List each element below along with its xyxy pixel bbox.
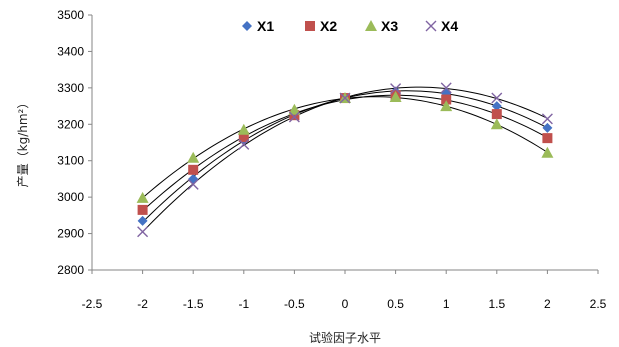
data-point-x4 [491, 92, 503, 104]
x-tick-label: 0.5 [387, 297, 404, 311]
x-tick-label: -0.5 [284, 297, 305, 311]
data-point-x1 [491, 101, 502, 112]
data-point-x4 [541, 113, 553, 125]
legend-marker-x3 [365, 20, 377, 31]
data-point-x2 [137, 204, 148, 215]
legend-marker-x2 [305, 21, 315, 31]
axes [91, 15, 598, 271]
data-point-x3 [490, 118, 503, 130]
data-point-x3 [136, 191, 149, 203]
x-tick-label: -1.5 [183, 297, 204, 311]
data-point-x4 [339, 92, 351, 104]
data-point-x2 [289, 110, 300, 121]
data-point-x1 [188, 173, 199, 184]
x-tick-label: 1.5 [488, 297, 505, 311]
legend: X1 X2 X3 X4 [242, 18, 458, 34]
x-tick-label: 0 [342, 297, 349, 311]
series-x4 [137, 82, 553, 238]
series-x1 [137, 86, 553, 226]
x-tick-label: 2.5 [590, 297, 607, 311]
y-tick-labels: 2800 2900 3000 3100 3200 3300 3400 3500 [57, 8, 92, 277]
trendline-x3 [142, 96, 548, 199]
y-tick-label: 2800 [57, 263, 84, 277]
data-point-x3 [237, 123, 250, 135]
data-point-x4 [440, 82, 452, 94]
x-tick-label: -2.5 [82, 297, 103, 311]
trendline-x2 [142, 94, 548, 212]
trendline-x4 [142, 86, 548, 233]
data-point-x4 [187, 178, 199, 190]
data-markers [136, 82, 554, 238]
x-tick-label: -2 [137, 297, 148, 311]
data-point-x1 [542, 122, 553, 133]
data-point-x1 [137, 215, 148, 226]
legend-item-x3: X3 [365, 18, 398, 34]
data-point-x3 [288, 103, 301, 115]
y-tick-label: 3200 [57, 117, 84, 131]
y-tick-label: 3100 [57, 154, 84, 168]
legend-label-x2: X2 [320, 18, 337, 34]
data-point-x2 [188, 164, 199, 175]
trendlines [142, 86, 548, 233]
x-axis-title: 试验因子水平 [309, 330, 381, 345]
legend-marker-x1 [242, 21, 252, 31]
legend-marker-x4 [425, 20, 437, 32]
series-x3 [136, 90, 554, 203]
y-tick-label: 3500 [57, 8, 84, 22]
data-point-x2 [542, 133, 553, 144]
data-point-x3 [440, 100, 453, 112]
y-tick-label: 3000 [57, 190, 84, 204]
x-tick-label: 1 [443, 297, 450, 311]
data-point-x4 [238, 138, 250, 150]
y-tick-label: 3300 [57, 81, 84, 95]
series-x2 [137, 90, 553, 215]
legend-item-x2: X2 [305, 18, 337, 34]
y-axis-title: 产量（kg/hm²） [16, 97, 30, 188]
legend-label-x1: X1 [257, 18, 274, 34]
legend-label-x3: X3 [381, 18, 398, 34]
data-point-x4 [288, 111, 300, 123]
data-point-x2 [491, 109, 502, 120]
data-point-x3 [187, 151, 200, 163]
data-point-x2 [238, 132, 249, 143]
data-point-x2 [441, 94, 452, 105]
x-tick-labels: -2.5 -2 -1.5 -1 -0.5 0 0.5 1 1.5 2 2.5 [82, 270, 607, 311]
y-tick-label: 2900 [57, 227, 84, 241]
y-tick-label: 3400 [57, 44, 84, 58]
data-point-x4 [137, 226, 149, 238]
legend-item-x4: X4 [425, 18, 458, 34]
data-point-x3 [541, 146, 554, 158]
x-tick-label: -1 [238, 297, 249, 311]
data-point-x4 [390, 83, 402, 95]
data-point-x3 [389, 90, 402, 102]
legend-item-x1: X1 [242, 18, 274, 34]
x-tick-label: 2 [544, 297, 551, 311]
legend-label-x4: X4 [441, 18, 458, 34]
